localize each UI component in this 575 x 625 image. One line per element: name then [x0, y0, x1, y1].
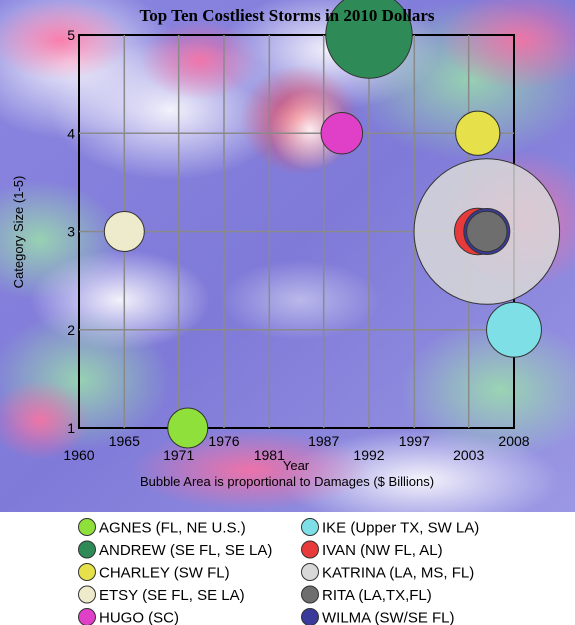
legend-label: RITA (LA,TX,FL): [322, 587, 432, 604]
legend-label: IKE (Upper TX, SW LA): [322, 520, 479, 537]
legend-label: AGNES (FL, NE U.S.): [99, 520, 246, 537]
legend-swatch: [301, 585, 319, 604]
bubble-hugo: [320, 111, 364, 155]
legend-swatch: [78, 608, 96, 625]
x-tick-label: 1992: [353, 447, 384, 463]
bubble-andrew: [325, 0, 413, 79]
bubble-rita: [466, 210, 508, 253]
y-tick-label: 3: [67, 224, 75, 240]
y-tick-label: 1: [67, 420, 75, 436]
y-tick-label: 2: [67, 322, 75, 338]
x-tick-label: 1965: [109, 433, 140, 449]
y-axis-title: Category Size (1-5): [11, 176, 26, 289]
x-tick-label: 1960: [63, 447, 94, 463]
legend-swatch: [301, 563, 319, 581]
bubbles: [103, 0, 561, 449]
chart-title: Top Ten Costliest Storms in 2010 Dollars: [139, 6, 434, 25]
x-tick-label: 1976: [208, 433, 239, 449]
chart-note: Bubble Area is proportional to Damages (…: [140, 474, 434, 489]
y-tick-label: 4: [67, 125, 75, 141]
legend-swatch: [301, 540, 319, 559]
legend-swatch: [78, 518, 96, 536]
bubble-charley: [455, 110, 501, 156]
x-tick-label: 2008: [498, 433, 529, 449]
legend-swatch: [78, 540, 96, 559]
x-axis-title: Year: [283, 458, 310, 473]
legend-label: ETSY (SE FL, SE LA): [99, 587, 245, 604]
x-tick-label: 1987: [308, 433, 339, 449]
legend-label: CHARLEY (SW FL): [99, 565, 230, 582]
legend-label: IVAN (NW FL, AL): [322, 542, 443, 559]
legend-swatch: [78, 585, 96, 604]
legend-label: WILMA (SW/SE FL): [322, 610, 455, 625]
legend-label: KATRINA (LA, MS, FL): [322, 565, 474, 582]
y-tick-labels: 1 2 3 4 5: [67, 27, 75, 436]
x-tick-label: 1997: [399, 433, 430, 449]
legend-swatch: [301, 518, 319, 536]
legend-swatch: [78, 563, 96, 581]
x-tick-label: 1971: [163, 447, 194, 463]
x-tick-label: 1981: [254, 447, 285, 463]
legend-label: HUGO (SC): [99, 610, 179, 625]
bubble-agnes: [167, 407, 209, 449]
y-tick-label: 5: [67, 27, 75, 43]
x-tick-label: 2003: [453, 447, 484, 463]
bubble-etsy: [103, 211, 145, 252]
x-tick-labels: 1965 1976 1987 1997 2008 1960 1971 1981 1992 2003: [63, 433, 529, 463]
legend-label: ANDREW (SE FL, SE LA): [99, 542, 272, 559]
bubble-ike: [486, 301, 542, 358]
legend: AGNES (FL, NE U.S.) ANDREW (SE FL, SE LA)…: [78, 518, 479, 625]
legend-swatch: [301, 608, 319, 625]
